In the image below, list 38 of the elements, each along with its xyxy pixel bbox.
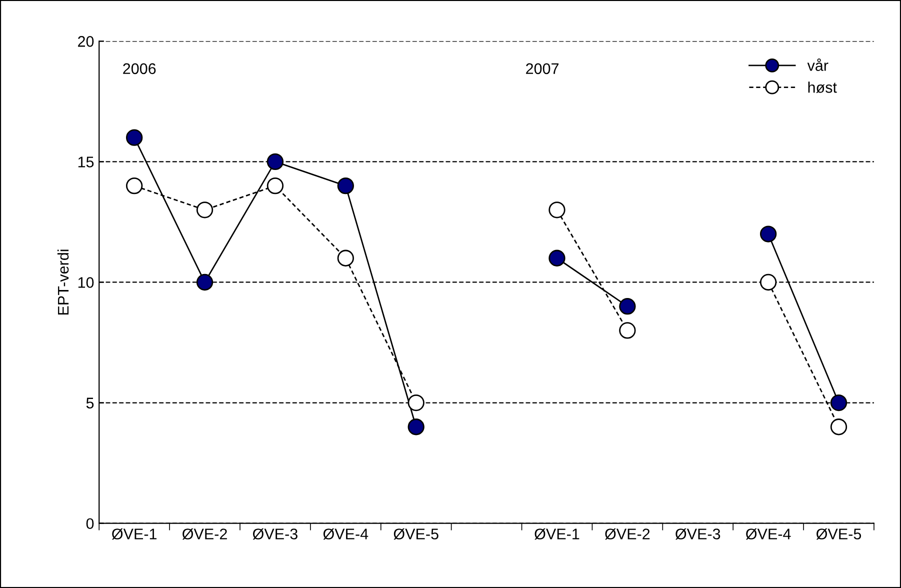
point [266, 177, 284, 194]
point [266, 153, 284, 170]
y-tick-label: 0 [86, 518, 94, 530]
point [408, 394, 424, 412]
point [830, 394, 848, 412]
x-tick-label: ØVE-1 [112, 528, 157, 540]
point [126, 129, 143, 146]
point [548, 202, 566, 218]
y-tick-label: 10 [78, 277, 94, 288]
x-tick-label: ØVE-1 [534, 528, 580, 540]
y-tick-label: 5 [86, 398, 94, 408]
x-tick-label: ØVE-5 [816, 528, 862, 540]
legend-label: høst [808, 82, 837, 93]
x-tick-label: ØVE-2 [605, 528, 650, 540]
x-tick-label: ØVE-3 [675, 528, 720, 540]
point [619, 298, 636, 315]
x-tick-label: ØVE-3 [252, 528, 298, 540]
x-tick-label: ØVE-5 [394, 528, 438, 540]
point [408, 418, 424, 436]
x-tick-label: ØVE-4 [323, 528, 368, 540]
point [548, 250, 566, 266]
y-axis-title: EPT-verdi [57, 250, 69, 315]
point [337, 250, 354, 266]
point [619, 322, 636, 339]
point [830, 418, 848, 436]
point [126, 177, 143, 194]
legend-label: vår [807, 58, 828, 71]
y-tick-label: 20 [78, 36, 94, 47]
x-tick-label: ØVE-4 [746, 528, 791, 540]
point [760, 274, 777, 291]
point [196, 274, 214, 291]
point [760, 226, 777, 242]
annotation: 2007 [526, 63, 559, 74]
point [196, 202, 214, 218]
annotation: 2006 [123, 63, 156, 74]
y-tick-label: 15 [78, 156, 94, 168]
point [337, 177, 354, 194]
x-tick-label: ØVE-2 [182, 528, 227, 540]
